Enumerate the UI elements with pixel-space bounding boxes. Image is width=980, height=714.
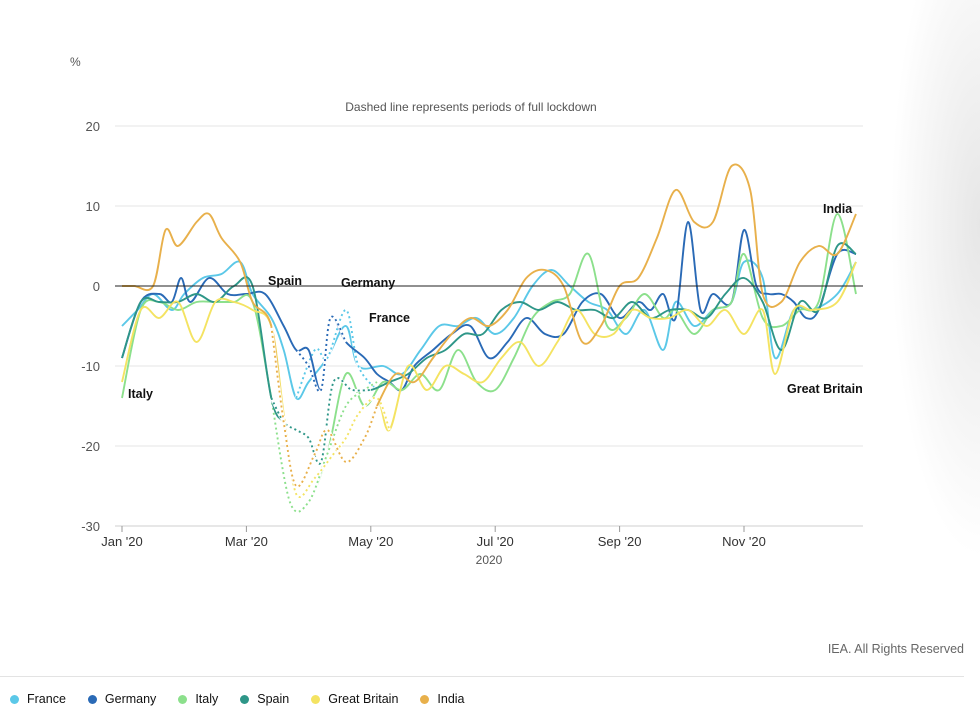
background-glow [890, 0, 980, 560]
series-label-germany: Germany [341, 276, 395, 290]
series-line-india [121, 163, 857, 488]
x-tick-label: May '20 [348, 534, 393, 549]
y-tick-label: 10 [86, 199, 100, 214]
legend-label: Great Britain [328, 692, 399, 706]
series-label-france: France [369, 311, 410, 325]
lockdown-mask-france [294, 308, 379, 399]
lockdown-dashed-india [270, 325, 378, 488]
chart-subtitle: Dashed line represents periods of full l… [345, 100, 596, 114]
x-tick-label: Jul '20 [477, 534, 514, 549]
legend-item-germany[interactable]: Germany [87, 692, 157, 706]
y-tick-label: -20 [81, 439, 100, 454]
x-axis-title: 2020 [476, 553, 503, 567]
legend-divider [0, 676, 964, 677]
y-unit-label: % [70, 55, 81, 69]
lockdown-dashed-germany [295, 315, 347, 393]
legend-item-spain[interactable]: Spain [240, 692, 289, 706]
series-line-france [121, 259, 857, 401]
series-label-spain: Spain [268, 274, 302, 288]
series-line-spain [121, 242, 857, 465]
legend-label: Spain [257, 692, 290, 706]
legend-item-india[interactable]: India [420, 692, 465, 706]
lockdown-dashed-spain [270, 377, 371, 465]
copyright-credit: IEA. All Rights Reserved [827, 642, 964, 656]
series-line-germany [121, 221, 857, 392]
legend-label: India [437, 692, 465, 706]
legend-marker [420, 694, 430, 704]
legend-marker [10, 694, 19, 704]
x-tick-label: Jan '20 [101, 534, 143, 549]
legend-marker [311, 694, 321, 704]
chart-legend: France Germany Italy Spain Great Britain Indi… [10, 692, 465, 706]
legend-marker [87, 694, 97, 704]
y-tick-label: -30 [81, 519, 100, 534]
legend-item-france[interactable]: France [10, 692, 66, 706]
x-tick-label: Mar '20 [225, 534, 268, 549]
legend-item-italy[interactable]: Italy [178, 692, 218, 706]
x-tick-label: Nov '20 [722, 534, 766, 549]
legend-marker [178, 694, 188, 704]
series-label-italy: Italy [128, 387, 153, 401]
legend-item-great-britain[interactable]: Great Britain [311, 692, 398, 706]
legend-label: France [27, 692, 66, 706]
lockdown-dashed-great-britain [282, 396, 391, 498]
series-line-great-britain [121, 261, 857, 498]
legend-label: Italy [195, 692, 219, 706]
y-tick-label: -10 [81, 359, 100, 374]
y-tick-label: 20 [86, 119, 100, 134]
series-label-india: India [823, 202, 853, 216]
series-line-italy [121, 213, 857, 513]
line-chart: % Dashed line represents periods of full … [70, 55, 863, 567]
y-tick-label: 0 [93, 279, 100, 294]
legend-marker [240, 694, 250, 704]
legend-label: Germany [104, 692, 157, 706]
series-label-great-britain: Great Britain [787, 382, 863, 396]
x-tick-label: Sep '20 [598, 534, 642, 549]
